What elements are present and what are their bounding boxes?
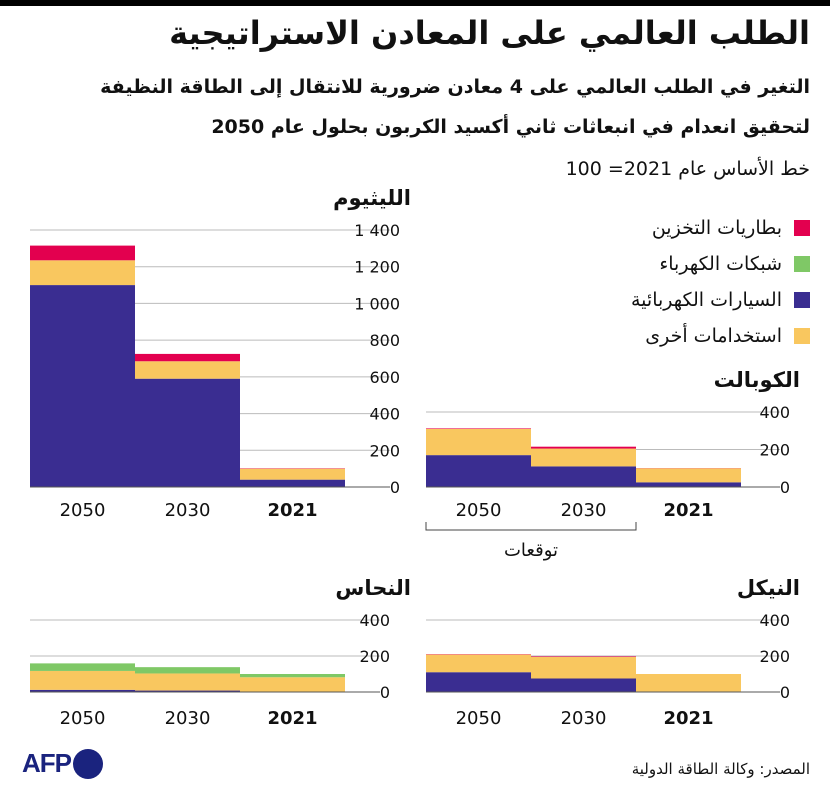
projection-label: توقعات [504, 540, 558, 561]
source-note: المصدر: وكالة الطاقة الدولية [631, 760, 810, 778]
bar-lithium-2050-seg [30, 260, 135, 286]
afp-logo: AFP [22, 748, 103, 779]
xtick-label-nickel-2021: 2021 [663, 708, 713, 729]
legend-item-grids: شبكات الكهرباء [631, 246, 810, 282]
legend: بطاريات التخزين شبكات الكهرباء السيارات … [631, 210, 810, 354]
afp-logo-dot [73, 748, 103, 779]
legend-item-other: استخدامات أخرى [631, 318, 810, 354]
bar-cobalt-2030-seg [531, 466, 636, 487]
xtick-label-lithium-2021: 2021 [267, 500, 317, 521]
bar-lithium-2050-seg [30, 285, 135, 487]
ytick-label-copper-200: 200 [359, 647, 390, 666]
subtitle-line-1: التغير في الطلب العالمي على 4 معادن ضرور… [100, 76, 810, 98]
legend-swatch-storage [794, 220, 810, 236]
legend-swatch-grids [794, 256, 810, 272]
legend-swatch-ev [794, 292, 810, 308]
subtitle-line-2: لتحقيق انعدام في انبعاثات ثاني أكسيد الك… [211, 116, 810, 138]
bar-lithium-2021-seg [240, 468, 345, 480]
xtick-label-lithium-2030: 2030 [165, 500, 211, 521]
bar-copper-2030-seg [135, 690, 240, 692]
xtick-label-cobalt-2050: 2050 [456, 500, 502, 521]
ytick-label-lithium-0: 0 [390, 478, 400, 497]
ytick-label-cobalt-200: 200 [759, 441, 790, 460]
bar-cobalt-2050-seg [426, 428, 531, 456]
projection-bracket-line [425, 522, 637, 531]
legend-label-ev: السيارات الكهربائية [630, 289, 782, 311]
legend-label-grids: شبكات الكهرباء [659, 253, 782, 275]
ytick-label-cobalt-400: 400 [759, 403, 790, 422]
bar-lithium-2030-seg [135, 353, 240, 362]
ytick-label-lithium-600: 600 [369, 368, 400, 387]
bar-lithium-2021-seg [240, 479, 345, 487]
ytick-label-lithium-800: 800 [369, 331, 400, 350]
ytick-label-lithium-400: 400 [369, 405, 400, 424]
bar-copper-2021-seg [240, 674, 345, 678]
top-border [0, 0, 830, 6]
bar-lithium-2030-seg [135, 361, 240, 379]
bar-copper-2050-seg [30, 689, 135, 692]
bar-copper-2050-seg [30, 663, 135, 671]
bar-nickel-2050-seg [426, 654, 531, 673]
chart-nickel: 0 200 400 2050 2030 2021 [426, 611, 790, 729]
legend-swatch-other [794, 328, 810, 344]
bar-copper-2030-seg [135, 673, 240, 691]
bar-cobalt-2021-seg [636, 482, 741, 487]
ytick-label-copper-400: 400 [359, 611, 390, 630]
bar-nickel-2030-seg [531, 656, 636, 657]
ytick-label-lithium-1400: 1 400 [354, 221, 400, 240]
bar-cobalt-2021-seg [636, 468, 741, 483]
chart-copper: 0 200 400 2050 2030 2021 [30, 611, 390, 729]
ytick-label-copper-0: 0 [380, 683, 390, 702]
xtick-label-copper-2050: 2050 [60, 708, 106, 729]
bar-nickel-2030-seg [531, 678, 636, 692]
bar-cobalt-2030-seg [531, 446, 636, 449]
bar-cobalt-2050-seg [426, 428, 531, 429]
afp-logo-text: AFP [22, 748, 72, 778]
bar-cobalt-2030-seg [531, 448, 636, 467]
xtick-label-nickel-2030: 2030 [561, 708, 607, 729]
projection-bracket: توقعات [425, 522, 637, 561]
xtick-label-copper-2021: 2021 [267, 708, 317, 729]
xtick-label-copper-2030: 2030 [165, 708, 211, 729]
xtick-label-cobalt-2030: 2030 [561, 500, 607, 521]
ytick-label-nickel-200: 200 [759, 647, 790, 666]
ytick-label-lithium-200: 200 [369, 441, 400, 460]
ytick-label-nickel-0: 0 [780, 683, 790, 702]
ytick-label-lithium-1200: 1 200 [354, 258, 400, 277]
page-title: الطلب العالمي على المعادن الاستراتيجية [169, 14, 810, 52]
bar-lithium-2050-seg [30, 245, 135, 261]
bar-copper-2050-seg [30, 670, 135, 690]
chart-title-copper: النحاس [335, 576, 411, 600]
bar-cobalt-2050-seg [426, 455, 531, 487]
baseline-note: خط الأساس عام 2021= 100 [565, 158, 810, 180]
bar-copper-2021-seg [240, 677, 345, 692]
chart-title-nickel: النيكل [736, 576, 800, 600]
ytick-label-cobalt-0: 0 [780, 478, 790, 497]
ytick-label-lithium-1000: 1 000 [354, 294, 400, 313]
legend-label-storage: بطاريات التخزين [651, 217, 782, 239]
bar-lithium-2030-seg [135, 378, 240, 487]
legend-item-ev: السيارات الكهربائية [631, 282, 810, 318]
legend-label-other: استخدامات أخرى [645, 325, 782, 347]
legend-item-storage: بطاريات التخزين [631, 210, 810, 246]
ytick-label-nickel-400: 400 [759, 611, 790, 630]
bar-nickel-2021-seg [636, 674, 741, 692]
bar-copper-2030-seg [135, 667, 240, 674]
xtick-label-lithium-2050: 2050 [60, 500, 106, 521]
chart-title-lithium: الليثيوم [333, 186, 411, 210]
chart-title-cobalt: الكوبالت [713, 368, 800, 392]
xtick-label-cobalt-2021: 2021 [663, 500, 713, 521]
xtick-label-nickel-2050: 2050 [456, 708, 502, 729]
chart-cobalt: 0 200 400 2050 2030 2021 [426, 403, 790, 521]
chart-lithium: 0 200 400 600 800 1 000 1 200 1 400 2050 2030 2021 [30, 221, 400, 521]
bar-nickel-2030-seg [531, 656, 636, 679]
bar-nickel-2050-seg [426, 672, 531, 692]
